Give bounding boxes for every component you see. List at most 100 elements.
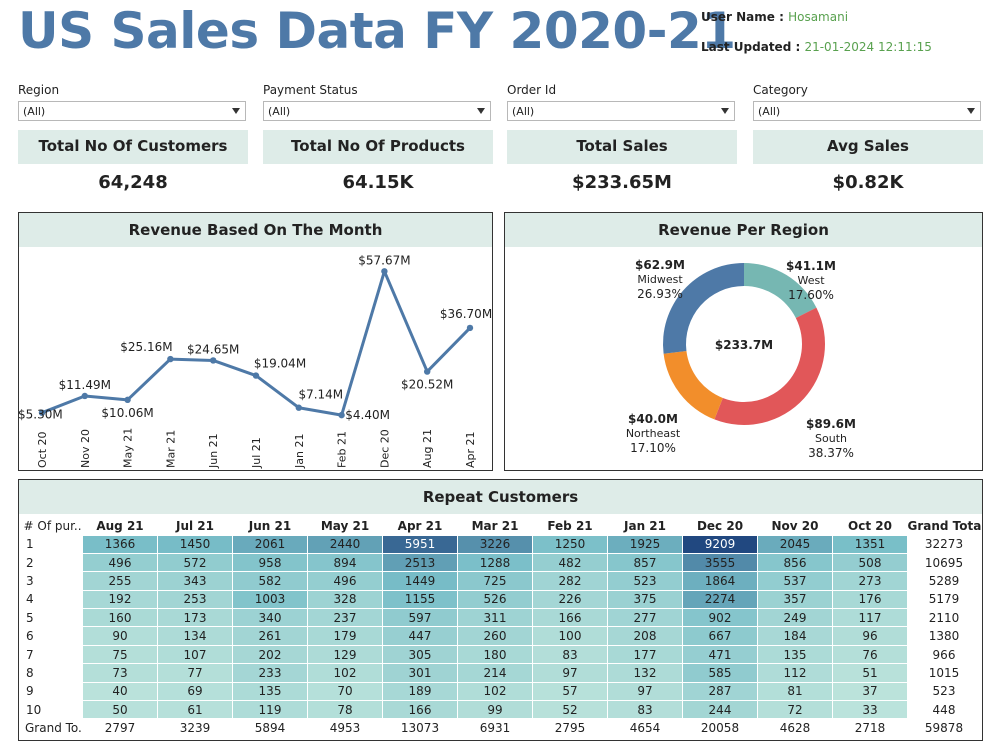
- heatmap-cell[interactable]: 2061: [232, 534, 308, 554]
- heatmap-cell[interactable]: 260: [457, 626, 533, 646]
- data-point[interactable]: [81, 392, 88, 400]
- heatmap-cell[interactable]: 582: [232, 571, 308, 591]
- heatmap-cell[interactable]: 51: [832, 663, 908, 683]
- heatmap-cell[interactable]: 305: [382, 644, 458, 665]
- heatmap-cell[interactable]: 77: [157, 663, 233, 683]
- heatmap-cell[interactable]: 99: [457, 700, 533, 720]
- data-point[interactable]: [124, 396, 131, 404]
- heatmap-cell[interactable]: 249: [757, 608, 833, 628]
- heatmap-cell[interactable]: 340: [232, 608, 308, 628]
- heatmap-cell[interactable]: 135: [757, 644, 833, 665]
- heatmap-cell[interactable]: 81: [757, 681, 833, 702]
- heatmap-cell[interactable]: 261: [232, 626, 308, 646]
- heatmap-cell[interactable]: 119: [232, 700, 308, 720]
- heatmap-cell[interactable]: 1351: [832, 534, 908, 554]
- heatmap-cell[interactable]: 57: [532, 681, 608, 702]
- heatmap-cell[interactable]: 83: [532, 644, 608, 665]
- heatmap-cell[interactable]: 176: [832, 589, 908, 610]
- heatmap-cell[interactable]: 9209: [682, 534, 758, 554]
- heatmap-cell[interactable]: 226: [532, 589, 608, 610]
- heatmap-cell[interactable]: 1864: [682, 571, 758, 591]
- heatmap-cell[interactable]: 72: [757, 700, 833, 720]
- heatmap-cell[interactable]: 202: [232, 644, 308, 665]
- heatmap-cell[interactable]: 134: [157, 626, 233, 646]
- data-point[interactable]: [210, 357, 217, 364]
- heatmap-cell[interactable]: 526: [457, 589, 533, 610]
- heatmap-cell[interactable]: 301: [382, 663, 458, 683]
- heatmap-cell[interactable]: 184: [757, 626, 833, 646]
- heatmap-cell[interactable]: 1288: [457, 552, 533, 573]
- heatmap-cell[interactable]: 1449: [382, 571, 458, 591]
- heatmap-cell[interactable]: 496: [82, 552, 158, 573]
- heatmap-cell[interactable]: 214: [457, 663, 533, 683]
- heatmap-cell[interactable]: 1003: [232, 589, 308, 610]
- heatmap-cell[interactable]: 2274: [682, 589, 758, 610]
- heatmap-cell[interactable]: 282: [532, 571, 608, 591]
- heatmap-cell[interactable]: 585: [682, 663, 758, 683]
- heatmap-cell[interactable]: 237: [307, 608, 383, 628]
- category-dropdown[interactable]: (All): [753, 101, 981, 121]
- pie-slice-midwest[interactable]: [663, 263, 744, 354]
- heatmap-cell[interactable]: 75: [82, 644, 158, 665]
- heatmap-cell[interactable]: 180: [457, 644, 533, 665]
- heatmap-cell[interactable]: 160: [82, 608, 158, 628]
- heatmap-cell[interactable]: 69: [157, 681, 233, 702]
- heatmap-cell[interactable]: 166: [532, 608, 608, 628]
- heatmap-cell[interactable]: 33: [832, 700, 908, 720]
- heatmap-cell[interactable]: 135: [232, 681, 308, 702]
- heatmap-cell[interactable]: 375: [607, 589, 683, 610]
- heatmap-cell[interactable]: 958: [232, 552, 308, 573]
- heatmap-cell[interactable]: 50: [82, 700, 158, 720]
- heatmap-cell[interactable]: 1450: [157, 534, 233, 554]
- pie-slice-south[interactable]: [714, 307, 825, 425]
- payment-status-dropdown[interactable]: (All): [263, 101, 491, 121]
- heatmap-cell[interactable]: 129: [307, 644, 383, 665]
- heatmap-cell[interactable]: 1155: [382, 589, 458, 610]
- heatmap-cell[interactable]: 482: [532, 552, 608, 573]
- heatmap-cell[interactable]: 2045: [757, 534, 833, 554]
- heatmap-cell[interactable]: 523: [607, 571, 683, 591]
- heatmap-cell[interactable]: 856: [757, 552, 833, 573]
- heatmap-cell[interactable]: 179: [307, 626, 383, 646]
- pie-slice-northeast[interactable]: [663, 351, 723, 420]
- data-point[interactable]: [252, 372, 260, 379]
- heatmap-cell[interactable]: 572: [157, 552, 233, 573]
- heatmap-cell[interactable]: 725: [457, 571, 533, 591]
- heatmap-cell[interactable]: 508: [832, 552, 908, 573]
- heatmap-cell[interactable]: 902: [682, 608, 758, 628]
- heatmap-cell[interactable]: 132: [607, 663, 683, 683]
- heatmap-cell[interactable]: 357: [757, 589, 833, 610]
- heatmap-cell[interactable]: 100: [532, 626, 608, 646]
- heatmap-cell[interactable]: 597: [382, 608, 458, 628]
- heatmap-cell[interactable]: 5951: [382, 534, 458, 554]
- heatmap-cell[interactable]: 78: [307, 700, 383, 720]
- heatmap-cell[interactable]: 40: [82, 681, 158, 702]
- heatmap-cell[interactable]: 471: [682, 644, 758, 665]
- heatmap-cell[interactable]: 97: [607, 681, 683, 702]
- heatmap-cell[interactable]: 192: [82, 589, 158, 610]
- pie-slice-west[interactable]: [744, 263, 817, 318]
- heatmap-cell[interactable]: 857: [607, 552, 683, 573]
- heatmap-cell[interactable]: 311: [457, 608, 533, 628]
- heatmap-cell[interactable]: 83: [607, 700, 683, 720]
- heatmap-cell[interactable]: 166: [382, 700, 458, 720]
- region-dropdown[interactable]: (All): [18, 101, 246, 121]
- heatmap-cell[interactable]: 70: [307, 681, 383, 702]
- heatmap-cell[interactable]: 253: [157, 589, 233, 610]
- heatmap-cell[interactable]: 1366: [82, 534, 158, 554]
- heatmap-cell[interactable]: 189: [382, 681, 458, 702]
- heatmap-cell[interactable]: 244: [682, 700, 758, 720]
- heatmap-cell[interactable]: 233: [232, 663, 308, 683]
- heatmap-cell[interactable]: 3555: [682, 552, 758, 573]
- heatmap-cell[interactable]: 96: [832, 626, 908, 646]
- heatmap-cell[interactable]: 894: [307, 552, 383, 573]
- heatmap-cell[interactable]: 3226: [457, 534, 533, 554]
- heatmap-cell[interactable]: 447: [382, 626, 458, 646]
- heatmap-cell[interactable]: 90: [82, 626, 158, 646]
- heatmap-cell[interactable]: 61: [157, 700, 233, 720]
- heatmap-cell[interactable]: 273: [832, 571, 908, 591]
- heatmap-cell[interactable]: 208: [607, 626, 683, 646]
- data-point[interactable]: [295, 404, 302, 411]
- heatmap-cell[interactable]: 112: [757, 663, 833, 683]
- data-point[interactable]: [167, 355, 174, 363]
